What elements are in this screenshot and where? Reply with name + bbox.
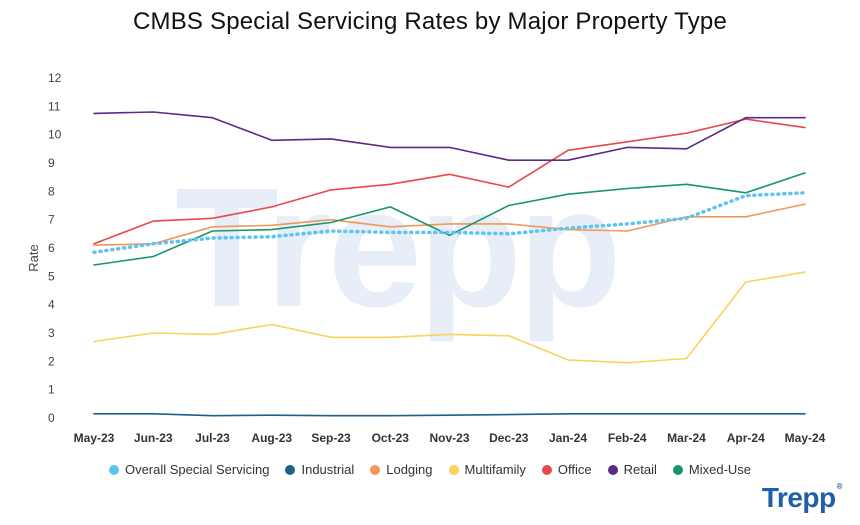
- y-tick-label: 12: [48, 71, 62, 85]
- y-tick-label: 9: [48, 156, 55, 170]
- legend-swatch: [285, 464, 296, 475]
- y-tick-label: 3: [48, 326, 55, 340]
- series-line-overall-special-servicing: [92, 191, 807, 255]
- series-line-industrial: [93, 412, 806, 417]
- legend-item: Retail: [607, 462, 657, 477]
- legend-item: Multifamily: [448, 462, 526, 477]
- legend-swatch: [370, 464, 381, 475]
- y-tick-label: 0: [48, 411, 55, 425]
- legend-swatch: [541, 464, 552, 475]
- legend-label: Industrial: [301, 462, 355, 477]
- x-tick-label: Aug-23: [251, 431, 292, 445]
- logo-text: Trepp: [761, 482, 836, 513]
- y-tick-label: 1: [48, 383, 55, 397]
- legend-label: Overall Special Servicing: [124, 462, 270, 477]
- chart-title: CMBS Special Servicing Rates by Major Pr…: [133, 8, 727, 35]
- y-tick-label: 7: [48, 213, 55, 227]
- y-tick-label: 11: [48, 99, 61, 113]
- legend-label: Office: [557, 462, 592, 477]
- legend-swatch: [672, 464, 683, 475]
- legend-item: Industrial: [285, 462, 354, 477]
- x-axis: May-23 Jun-23 Jul-23 Aug-23 Sep-23 Oct-23 Nov-…: [74, 431, 826, 445]
- x-tick-label: Jun-23: [134, 431, 173, 445]
- series-line-multifamily: [93, 271, 806, 364]
- x-tick-label: May-24: [785, 431, 826, 445]
- legend-swatch: [108, 464, 119, 475]
- legend-swatch: [448, 464, 459, 475]
- x-tick-label: Sep-23: [311, 431, 351, 445]
- x-tick-label: May-23: [74, 431, 115, 445]
- series-line-mixed-use: [93, 172, 806, 266]
- y-tick-label: 6: [48, 241, 55, 255]
- legend-label: Multifamily: [464, 462, 526, 477]
- series-line-retail: [93, 111, 806, 161]
- series-lines: [92, 111, 807, 417]
- legend-label: Retail: [623, 462, 657, 477]
- legend-label: Mixed-Use: [688, 462, 752, 477]
- x-tick-label: Nov-23: [429, 431, 469, 445]
- y-tick-label: 5: [48, 269, 55, 283]
- x-tick-label: Apr-24: [727, 431, 765, 445]
- logo-mark: ®: [836, 482, 843, 491]
- trepp-watermark: Trepp: [175, 153, 622, 343]
- x-tick-label: Mar-24: [667, 431, 706, 445]
- y-axis-label: Rate: [26, 244, 41, 271]
- y-tick-label: 8: [48, 184, 55, 198]
- legend-swatch: [607, 464, 618, 475]
- trepp-logo: Trepp®: [761, 482, 843, 514]
- legend-item: Lodging: [370, 462, 433, 477]
- x-tick-label: Jul-23: [195, 431, 230, 445]
- legend-label: Lodging: [386, 462, 433, 477]
- chart-legend: Overall Special Servicing Industrial Lodgi…: [0, 462, 860, 477]
- legend-item: Mixed-Use: [672, 462, 752, 477]
- x-tick-label: Jan-24: [549, 431, 587, 445]
- x-tick-label: Dec-23: [489, 431, 529, 445]
- y-tick-label: 2: [48, 354, 55, 368]
- legend-item: Office: [541, 462, 592, 477]
- x-tick-label: Feb-24: [608, 431, 647, 445]
- y-tick-label: 4: [48, 298, 55, 312]
- y-tick-label: 10: [48, 128, 62, 142]
- legend-item: Overall Special Servicing: [108, 462, 270, 477]
- series-line-office: [93, 118, 806, 245]
- x-tick-label: Oct-23: [372, 431, 410, 445]
